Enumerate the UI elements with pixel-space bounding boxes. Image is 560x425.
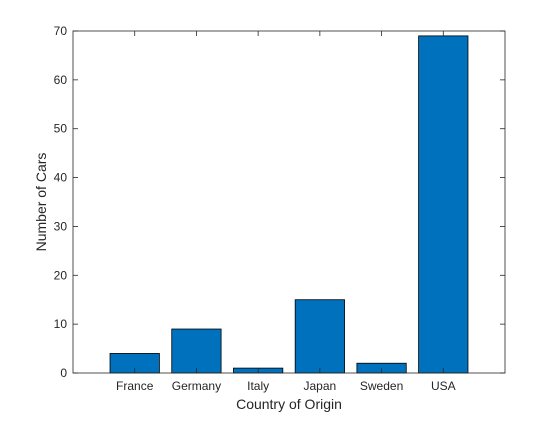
y-tick-label: 0: [60, 366, 67, 380]
bar-usa: [418, 35, 469, 374]
y-tick-label: 60: [54, 73, 68, 87]
bar-japan: [294, 299, 345, 374]
labels-layer: France Germany Italy Japan Sweden USA 0 10 20 30 4…: [54, 24, 456, 393]
x-tick-label: Sweden: [360, 379, 403, 393]
x-axis-title: Country of Origin: [236, 396, 342, 412]
y-tick-label: 20: [54, 268, 68, 282]
x-tick-label: Germany: [172, 379, 221, 393]
bars-layer: [109, 35, 469, 374]
bar-germany: [171, 328, 222, 374]
x-tick-label: USA: [431, 379, 456, 393]
y-tick-label: 10: [54, 317, 68, 331]
y-axis-title: Number of Cars: [33, 153, 49, 252]
y-tick-label: 50: [54, 122, 68, 136]
y-tick-label: 70: [54, 24, 68, 38]
axes-box: [72, 30, 506, 374]
y-tick-label: 30: [54, 219, 68, 233]
x-tick-label: France: [116, 379, 154, 393]
x-tick-label: Japan: [304, 379, 337, 393]
y-tick-label: 40: [54, 171, 68, 185]
x-tick-label: Italy: [247, 379, 269, 393]
axes-layer: [72, 30, 506, 374]
